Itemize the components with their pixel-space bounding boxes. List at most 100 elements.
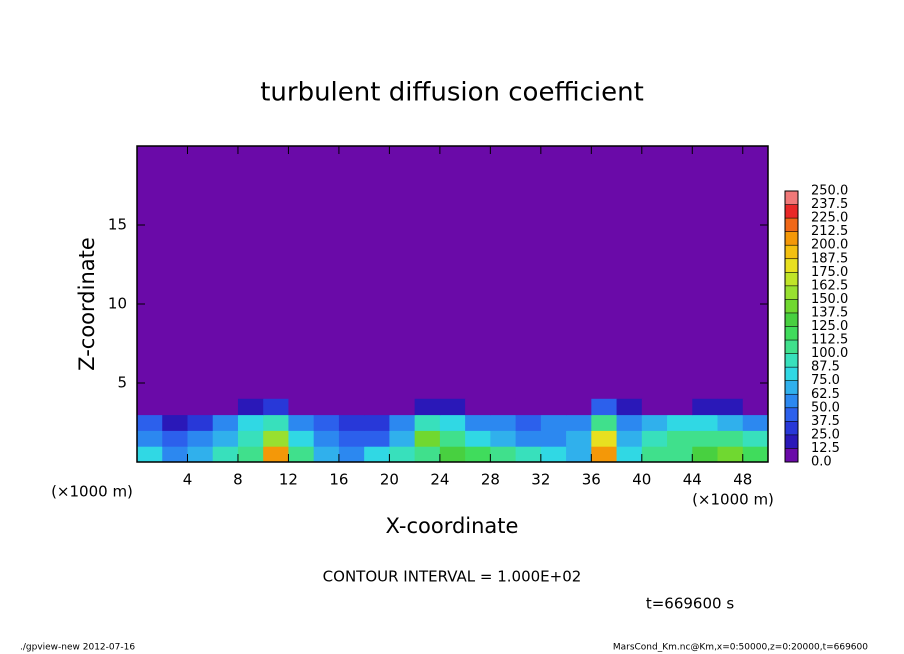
colorbar-label: 87.5 — [811, 360, 840, 375]
field-cell — [288, 446, 315, 463]
field-cell — [641, 446, 668, 463]
chart-title: turbulent diffusion coefficient — [260, 78, 644, 108]
field-cell — [212, 414, 239, 431]
field-cell — [566, 430, 592, 447]
colorbar-label: 75.0 — [811, 373, 840, 388]
colorbar-label: 200.0 — [811, 238, 848, 253]
x-tick-label: 16 — [329, 471, 348, 489]
field-cell — [263, 414, 289, 431]
field-cell — [742, 398, 769, 416]
field-cell — [742, 414, 769, 431]
field-cell — [263, 446, 289, 463]
field-cell — [162, 414, 188, 431]
colorbar-swatch — [785, 312, 798, 327]
field-cell — [288, 414, 315, 431]
field-cell — [263, 398, 289, 416]
colorbar-label: 237.5 — [811, 197, 848, 212]
field-cell — [162, 430, 188, 447]
footer-right: MarsCond_Km.nc@Km,x=0:50000,z=0:20000,t=… — [613, 643, 868, 653]
field-cell — [490, 414, 517, 431]
field-cell — [389, 414, 416, 431]
field-cell — [465, 446, 491, 463]
x-tick-label: 20 — [380, 471, 399, 489]
x-tick-label: 40 — [632, 471, 651, 489]
field-cell — [692, 430, 719, 447]
field-cell — [591, 398, 618, 416]
colorbar-label: 12.5 — [811, 441, 840, 456]
footer-left: ./gpview-new 2012-07-16 — [20, 643, 135, 653]
colorbar-swatch — [785, 272, 798, 286]
field-cell — [364, 430, 390, 447]
field-cell — [591, 446, 618, 463]
colorbar-swatch — [785, 245, 798, 259]
field-cell — [212, 430, 239, 447]
field-cell — [338, 398, 365, 416]
colorbar-swatch — [785, 367, 798, 381]
field-cell — [439, 446, 466, 463]
field-cell — [692, 446, 719, 463]
field-cell — [540, 446, 567, 463]
colorbar-label: 162.5 — [811, 278, 848, 293]
colorbar-swatch — [785, 448, 798, 462]
colorbar-label: 112.5 — [811, 333, 848, 348]
field-cell — [187, 446, 214, 463]
field-cell — [338, 414, 365, 431]
field-cell — [237, 430, 264, 447]
colorbar-swatch — [785, 353, 798, 368]
field-cell — [137, 398, 163, 416]
field-cell — [338, 446, 365, 463]
field-cell — [515, 398, 542, 416]
field-cell — [338, 430, 365, 447]
field-cell — [566, 414, 592, 431]
field-cell — [162, 398, 188, 416]
field-cell — [162, 446, 188, 463]
field-cell — [465, 430, 491, 447]
field-cell — [389, 398, 416, 416]
field-cell — [616, 398, 643, 416]
field-cell — [439, 398, 466, 416]
field-cell — [742, 430, 769, 447]
field-cell — [616, 446, 643, 463]
field-cell — [364, 414, 390, 431]
field-cell — [667, 446, 693, 463]
field-cell — [641, 430, 668, 447]
colorbar-swatch — [785, 340, 798, 354]
field-cell — [717, 430, 744, 447]
colorbar-label: 0.0 — [811, 455, 832, 470]
field-cell — [414, 430, 441, 447]
field-cell — [137, 414, 163, 431]
field-cell — [212, 398, 239, 416]
field-cell — [187, 430, 214, 447]
colorbar-label: 125.0 — [811, 319, 848, 334]
field-cell — [364, 398, 390, 416]
x-tick-label: 8 — [233, 471, 243, 489]
field-cell — [389, 430, 416, 447]
colorbar-label: 100.0 — [811, 346, 848, 361]
field-cell — [490, 398, 517, 416]
field-cell — [717, 398, 744, 416]
field-cell — [641, 398, 668, 416]
field-cell — [414, 398, 441, 416]
field-cell — [389, 446, 416, 463]
colorbar-label: 37.5 — [811, 414, 840, 429]
x-axis-label: X-coordinate — [386, 514, 519, 538]
field-cell — [566, 398, 592, 416]
colorbar-label: 212.5 — [811, 224, 848, 239]
field-cell — [439, 430, 466, 447]
field-cell — [566, 446, 592, 463]
y-unit: (×1000 m) — [51, 483, 133, 501]
field-cell — [667, 414, 693, 431]
field-cell — [137, 430, 163, 447]
field-cell — [187, 398, 214, 416]
contour-note: CONTOUR INTERVAL = 1.000E+02 — [323, 568, 582, 586]
y-tick-label: 5 — [117, 374, 127, 392]
field-cell — [414, 446, 441, 463]
colorbar-label: 50.0 — [811, 400, 840, 415]
colorbar-swatch — [785, 407, 798, 422]
colorbar-label: 175.0 — [811, 265, 848, 280]
field-cell — [490, 446, 517, 463]
colorbar-swatch — [785, 285, 798, 300]
field-cell — [288, 430, 315, 447]
y-tick-label: 15 — [108, 216, 127, 234]
